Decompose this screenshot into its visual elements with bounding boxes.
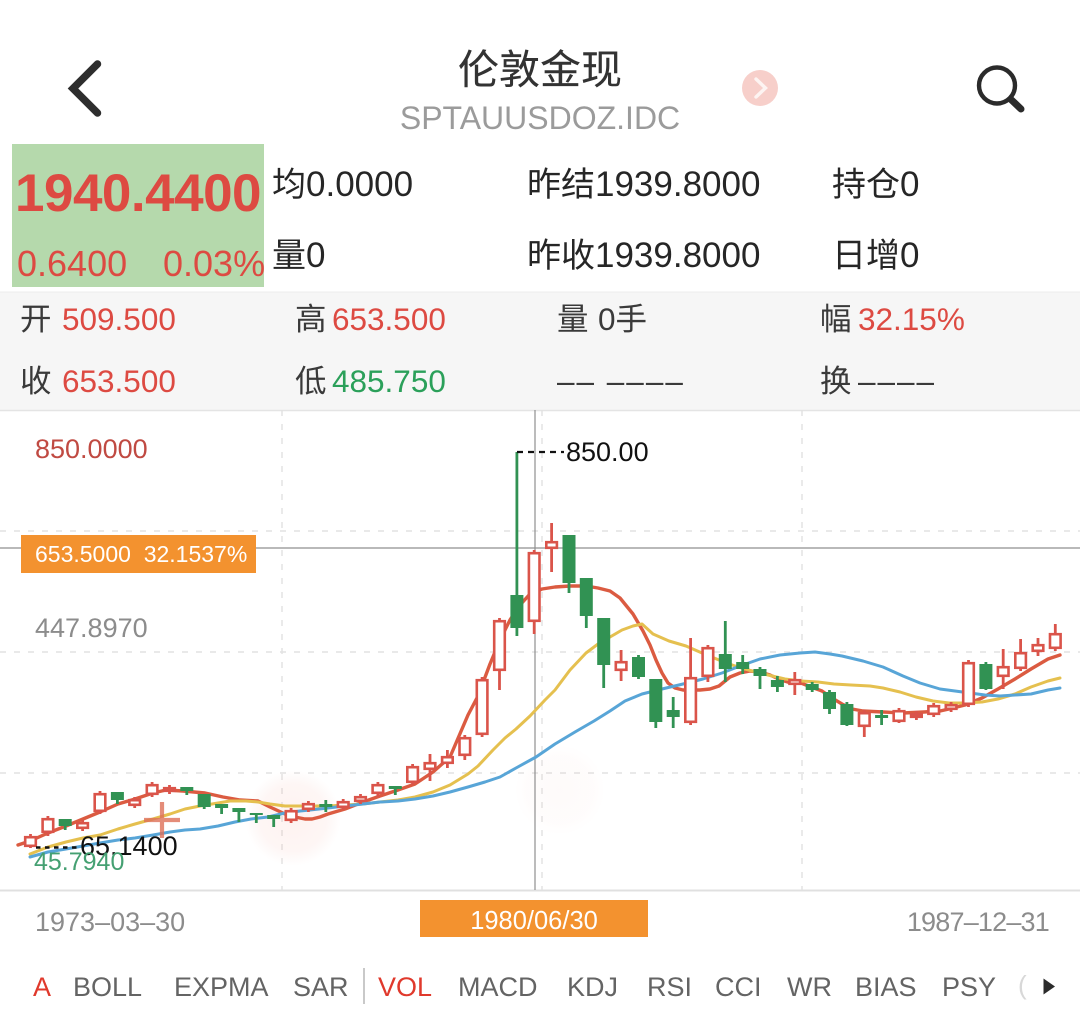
svg-text:BOLL: BOLL (73, 972, 142, 1002)
svg-text:509.500: 509.500 (62, 301, 176, 337)
svg-text:PSY: PSY (942, 972, 996, 1002)
svg-text:0.6400: 0.6400 (17, 243, 127, 284)
svg-text:0: 0 (306, 236, 325, 275)
svg-text:0.0000: 0.0000 (306, 165, 413, 204)
svg-text:0: 0 (598, 301, 616, 337)
svg-text:485.750: 485.750 (332, 363, 446, 399)
svg-text:0.03%: 0.03% (163, 243, 265, 284)
svg-text:(: ( (1018, 970, 1027, 1000)
svg-text:0: 0 (900, 236, 919, 275)
svg-text:A: A (33, 972, 51, 1002)
svg-text:447.8970: 447.8970 (35, 613, 148, 643)
svg-text:1940.4400: 1940.4400 (15, 164, 261, 223)
svg-text:0: 0 (900, 165, 919, 204)
svg-text:WR: WR (787, 972, 832, 1002)
svg-text:VOL: VOL (378, 972, 432, 1002)
svg-text:MACD: MACD (458, 972, 538, 1002)
svg-text:1939.8000: 1939.8000 (595, 165, 760, 204)
svg-text:BIAS: BIAS (855, 972, 917, 1002)
svg-text:850.0000: 850.0000 (35, 434, 148, 464)
svg-text:1980/06/30: 1980/06/30 (470, 907, 598, 935)
svg-text:32.15%: 32.15% (858, 301, 965, 337)
svg-text:850.00: 850.00 (566, 437, 649, 467)
svg-text:1987–12–31: 1987–12–31 (907, 907, 1049, 937)
svg-text:SAR: SAR (293, 972, 349, 1002)
svg-text:–– ––––: –– –––– (557, 363, 685, 399)
svg-text:653.500: 653.500 (332, 301, 446, 337)
svg-text:RSI: RSI (647, 972, 692, 1002)
svg-text:45.7940: 45.7940 (34, 848, 124, 876)
svg-text:KDJ: KDJ (567, 972, 618, 1002)
svg-text:––––: –––– (858, 363, 936, 399)
svg-text:653.5000 32.1537%: 653.5000 32.1537% (35, 541, 247, 567)
svg-text:1939.8000: 1939.8000 (595, 236, 760, 275)
svg-text:1973–03–30: 1973–03–30 (35, 907, 185, 937)
svg-text:SPTAUUSDOZ.IDC: SPTAUUSDOZ.IDC (400, 100, 680, 136)
svg-text:CCI: CCI (715, 972, 762, 1002)
svg-text:EXPMA: EXPMA (174, 972, 269, 1002)
svg-text:653.500: 653.500 (62, 363, 176, 399)
svg-text:65.1400: 65.1400 (80, 831, 178, 861)
